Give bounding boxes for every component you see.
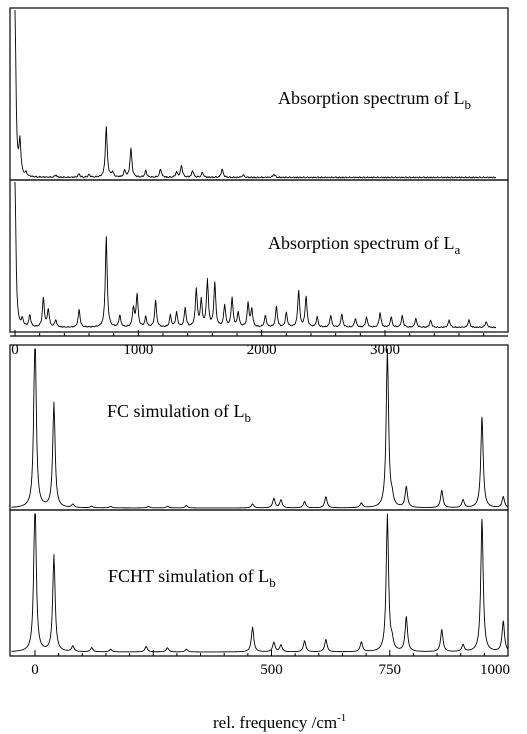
absorption-la-trace [15, 182, 496, 328]
simulation-tick-label: 0 [31, 662, 39, 678]
x-axis-title: rel. frequency /cm-1 [213, 712, 346, 732]
absorption-tick-label: 2000 [247, 342, 277, 358]
panel-fc-simulation: FC simulation of Lb [10, 345, 508, 510]
fc-simulation-trace [11, 349, 508, 508]
absorption-tick-label: 0 [11, 342, 19, 358]
simulation-tick-label: 1000 [480, 662, 510, 678]
absorption-tick-label: 3000 [370, 342, 400, 358]
absorption-lb-peak-markers [15, 10, 274, 178]
fcht-simulation-label: FCHT simulation of Lb [108, 566, 276, 590]
panel-fc-simulation-frame [10, 345, 508, 510]
absorption-lb-label: Absorption spectrum of Lb [278, 88, 471, 112]
panel-fcht-simulation: FCHT simulation of Lb [10, 510, 508, 656]
panel-absorption-la-frame [10, 180, 508, 332]
simulation-tick-label: 750 [379, 662, 402, 678]
panel-absorption-lb: Absorption spectrum of Lb [10, 8, 508, 180]
fc-simulation-label: FC simulation of Lb [107, 401, 251, 425]
simulation-frequency-axis: 0 500 750 1000 [31, 650, 510, 678]
absorption-la-peak-markers [15, 182, 486, 328]
absorption-tick-label: 1000 [123, 342, 153, 358]
fc-simulation-peak-markers [35, 349, 503, 508]
absorption-frequency-axis: 0 1000 2000 3000 [10, 330, 508, 358]
simulation-tick-label: 500 [260, 662, 283, 678]
absorption-la-label: Absorption spectrum of La [268, 233, 460, 257]
panel-absorption-la: Absorption spectrum of La [10, 180, 508, 332]
